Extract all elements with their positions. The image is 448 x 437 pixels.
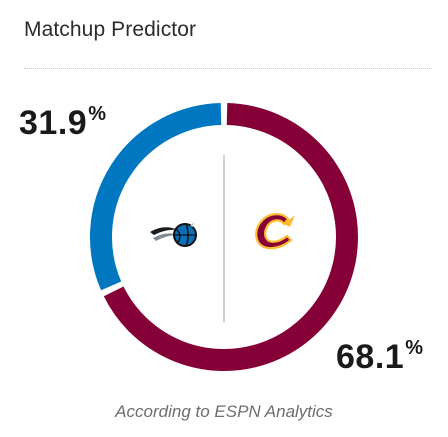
home-pct-sign: % xyxy=(405,337,423,359)
widget-title: Matchup Predictor xyxy=(24,18,197,41)
title-divider xyxy=(24,68,432,69)
cavaliers-logo-icon[interactable] xyxy=(255,213,295,250)
away-win-probability: 31.9% xyxy=(19,104,106,140)
donut-arcs xyxy=(90,103,358,371)
away-probability-arc xyxy=(90,103,222,291)
magic-logo-icon[interactable] xyxy=(150,222,197,247)
home-pct-value: 68.1 xyxy=(336,338,405,376)
attribution-text: According to ESPN Analytics xyxy=(115,402,333,421)
home-probability-arc xyxy=(103,103,358,371)
home-win-probability: 68.1% xyxy=(336,338,423,374)
away-pct-sign: % xyxy=(88,103,106,125)
away-pct-value: 31.9 xyxy=(19,104,88,142)
